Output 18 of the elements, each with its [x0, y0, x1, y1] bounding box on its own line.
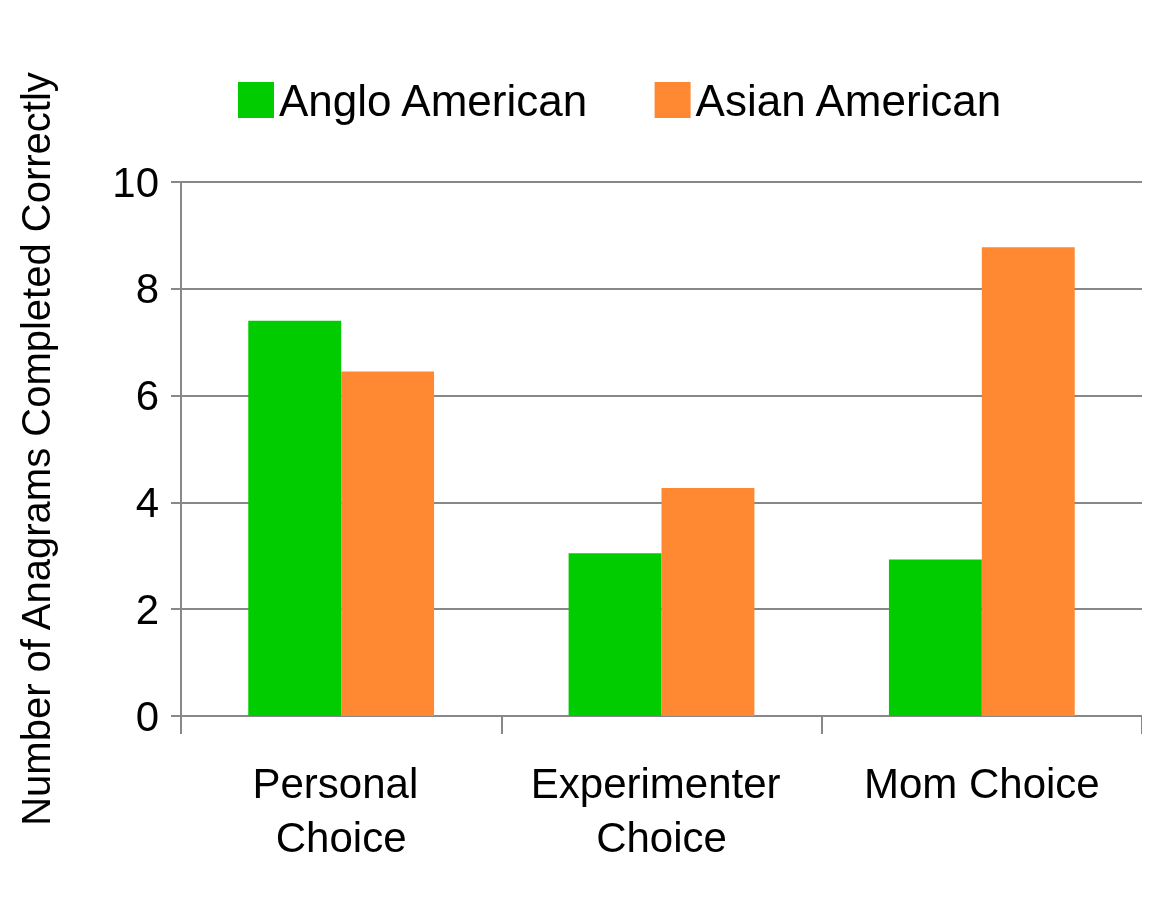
x-tick-label: Personal Choice — [252, 759, 430, 861]
bar — [341, 371, 435, 716]
bar — [981, 247, 1075, 716]
x-tick-label: Experimenter Choice — [530, 759, 793, 861]
bar — [248, 320, 342, 716]
legend-label: Anglo American — [279, 75, 588, 125]
y-tick-label: 4 — [135, 478, 159, 526]
y-tick-label: 2 — [135, 585, 159, 633]
y-axis-title: Number of Anagrams Completed Correctly — [14, 72, 58, 826]
bar — [888, 559, 982, 716]
bar — [661, 487, 755, 716]
y-tick-label: 6 — [135, 372, 159, 420]
y-tick-label: 8 — [135, 265, 159, 313]
x-tick-label: Mom Choice — [863, 759, 1100, 807]
y-tick-label: 10 — [112, 158, 159, 206]
y-tick-label: 0 — [135, 692, 159, 740]
legend-label: Asian American — [695, 75, 1002, 125]
bar — [568, 553, 662, 716]
